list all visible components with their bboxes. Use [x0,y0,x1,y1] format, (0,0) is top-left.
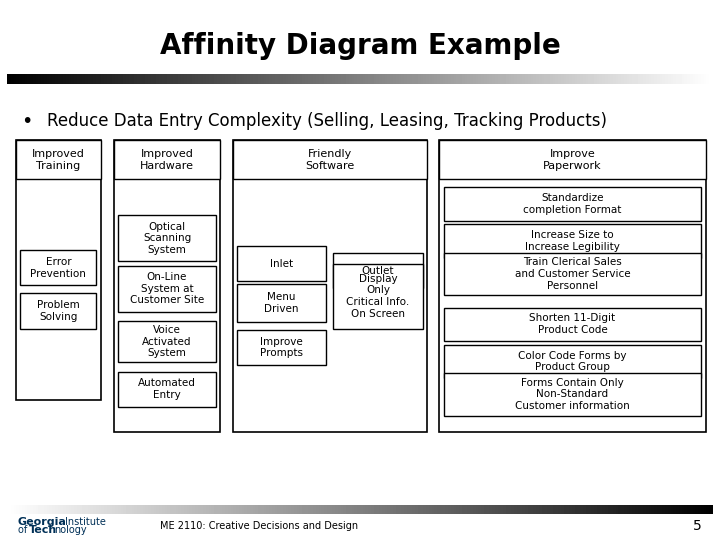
FancyBboxPatch shape [233,140,427,432]
Text: Georgia: Georgia [18,517,67,526]
Text: Reduce Data Entry Complexity (Selling, Leasing, Tracking Products): Reduce Data Entry Complexity (Selling, L… [47,112,607,131]
Text: Display
Only
Critical Info.
On Screen: Display Only Critical Info. On Screen [346,274,410,319]
Text: Improve
Prompts: Improve Prompts [260,337,303,359]
FancyBboxPatch shape [333,253,423,288]
Text: Friendly
Software: Friendly Software [305,149,354,171]
Text: Voice
Activated
System: Voice Activated System [143,325,192,358]
Text: Improved
Training: Improved Training [32,149,85,171]
Text: Standardize
completion Format: Standardize completion Format [523,193,621,214]
Text: Improve
Paperwork: Improve Paperwork [543,149,602,171]
Text: Affinity Diagram Example: Affinity Diagram Example [160,32,560,60]
Text: Outlet: Outlet [361,266,395,275]
FancyBboxPatch shape [444,224,701,258]
FancyBboxPatch shape [439,140,706,179]
Text: of: of [18,525,30,535]
FancyBboxPatch shape [237,284,326,322]
FancyBboxPatch shape [20,294,96,328]
Text: On-Line
System at
Customer Site: On-Line System at Customer Site [130,272,204,305]
Text: Increase Size to
Increase Legibility: Increase Size to Increase Legibility [525,230,620,252]
Text: Tech: Tech [29,525,57,535]
Text: Color Code Forms by
Product Group: Color Code Forms by Product Group [518,350,626,372]
FancyBboxPatch shape [439,140,706,432]
Text: Institute: Institute [65,517,106,526]
FancyBboxPatch shape [16,140,101,179]
FancyBboxPatch shape [118,215,216,261]
Text: •: • [22,112,33,131]
FancyBboxPatch shape [237,330,326,365]
Text: Train Clerical Sales
and Customer Service
Personnel: Train Clerical Sales and Customer Servic… [515,258,630,291]
FancyBboxPatch shape [118,372,216,407]
FancyBboxPatch shape [16,140,101,400]
Text: Problem
Solving: Problem Solving [37,300,80,322]
Text: Optical
Scanning
System: Optical Scanning System [143,222,192,255]
FancyBboxPatch shape [333,264,423,328]
FancyBboxPatch shape [233,140,427,179]
FancyBboxPatch shape [114,140,220,432]
FancyBboxPatch shape [20,251,96,285]
Text: Forms Contain Only
Non-Standard
Customer information: Forms Contain Only Non-Standard Customer… [515,378,630,411]
FancyBboxPatch shape [444,307,701,341]
FancyBboxPatch shape [118,321,216,362]
Text: Inlet: Inlet [270,259,293,269]
FancyBboxPatch shape [444,253,701,295]
FancyBboxPatch shape [237,246,326,281]
Text: Menu
Driven: Menu Driven [264,292,299,314]
FancyBboxPatch shape [444,373,701,415]
Text: 5: 5 [693,519,702,533]
FancyBboxPatch shape [444,345,701,378]
Text: Shorten 11-Digit
Product Code: Shorten 11-Digit Product Code [529,313,616,335]
FancyBboxPatch shape [118,266,216,312]
Text: Automated
Entry: Automated Entry [138,378,196,400]
FancyBboxPatch shape [114,140,220,179]
Text: Error
Prevention: Error Prevention [30,257,86,279]
FancyBboxPatch shape [444,187,701,220]
Text: ME 2110: Creative Decisions and Design: ME 2110: Creative Decisions and Design [160,521,359,531]
Text: nology: nology [54,525,86,535]
Text: Improved
Hardware: Improved Hardware [140,149,194,171]
